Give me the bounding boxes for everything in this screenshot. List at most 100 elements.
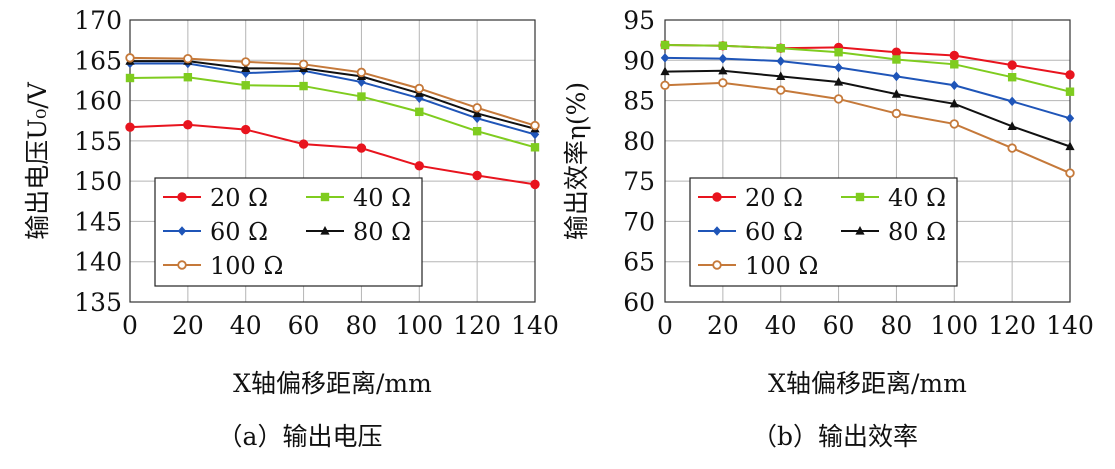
legend-marker	[320, 192, 330, 202]
data-point	[183, 53, 193, 64]
x-axis-title: X轴偏移距离/mm	[768, 369, 967, 398]
data-point	[718, 65, 728, 75]
data-point	[241, 57, 251, 67]
data-point	[950, 80, 959, 91]
data-point	[298, 139, 309, 149]
x-tick-label: 40	[230, 311, 262, 340]
legend-marker	[177, 226, 187, 236]
y-axis-title: 输出电压U₀/V	[23, 81, 52, 240]
data-point	[415, 107, 424, 117]
data-point	[1007, 96, 1017, 107]
series-100ohm	[660, 78, 1075, 178]
data-point	[472, 108, 482, 118]
legend-label: 60 Ω	[745, 218, 803, 246]
y-tick-label: 65	[623, 248, 655, 277]
data-point	[660, 80, 670, 90]
legend-marker	[712, 192, 722, 202]
legend-marker	[712, 260, 722, 270]
panel-caption: （a）输出电压	[218, 422, 383, 451]
x-tick-label: 60	[823, 311, 855, 340]
data-point	[949, 98, 959, 108]
data-point	[776, 56, 785, 66]
data-point	[1065, 87, 1075, 96]
data-point	[530, 143, 540, 152]
y-tick-label: 75	[623, 167, 655, 196]
x-tick-label: 0	[122, 311, 138, 340]
data-point	[414, 161, 424, 171]
x-tick-label: 20	[172, 311, 204, 340]
legend-label: 80 Ω	[888, 218, 946, 246]
plot-frame	[664, 19, 1071, 303]
series-40ohm	[125, 73, 540, 152]
data-point	[892, 55, 901, 64]
legend-label: 20 Ω	[745, 184, 803, 212]
legend-label: 100 Ω	[745, 252, 818, 280]
data-point	[241, 124, 251, 135]
y-tick-label: 95	[623, 6, 655, 35]
x-tick-label: 120	[453, 311, 501, 340]
series-line	[130, 60, 536, 130]
series-line	[130, 62, 536, 136]
x-tick-label: 120	[988, 311, 1036, 340]
data-point	[1007, 73, 1017, 82]
x-tick-label: 80	[881, 311, 913, 340]
data-point	[718, 41, 728, 50]
data-point	[1007, 60, 1017, 70]
legend-marker	[177, 260, 187, 270]
data-point	[298, 59, 309, 70]
data-point	[949, 50, 959, 61]
series-line	[129, 56, 536, 127]
data-point	[530, 120, 540, 131]
series-20ohm	[125, 120, 540, 190]
legend: 20 Ω 40 Ω 60 Ω 80 Ω 100 Ω	[154, 177, 423, 287]
x-tick-label: 60	[288, 311, 320, 340]
series-line	[129, 76, 536, 149]
y-tick-label: 80	[623, 127, 655, 156]
data-point	[833, 77, 844, 86]
y-tick-label: 90	[623, 46, 655, 75]
data-point	[660, 40, 670, 50]
data-point	[414, 83, 424, 94]
y-tick-label: 150	[74, 167, 122, 196]
data-point	[125, 73, 135, 83]
series-line	[664, 69, 1071, 148]
data-point	[530, 179, 540, 190]
x-tick-label: 80	[346, 311, 378, 340]
legend-label: 100 Ω	[210, 252, 283, 280]
data-point	[891, 108, 902, 119]
y-tick-label: 170	[74, 6, 122, 35]
data-point	[472, 170, 482, 181]
series-line	[664, 43, 1071, 93]
y-tick-label: 85	[623, 87, 655, 116]
data-point	[1065, 70, 1075, 80]
x-axis-title: X轴偏移距离/mm	[233, 369, 432, 398]
series-line	[664, 81, 1071, 175]
legend-marker	[855, 226, 865, 235]
data-point	[1007, 143, 1017, 153]
y-tick-label: 70	[623, 207, 655, 236]
data-point	[833, 94, 844, 104]
legend: 20 Ω 40 Ω 60 Ω 80 Ω 100 Ω	[689, 177, 958, 287]
data-point	[472, 103, 482, 113]
series-100ohm	[125, 53, 540, 131]
data-point	[241, 63, 251, 72]
legend-marker	[712, 226, 722, 236]
data-point	[356, 143, 367, 153]
series-line	[129, 123, 536, 186]
data-point	[183, 73, 193, 82]
data-point	[776, 71, 786, 80]
x-tick-label: 100	[395, 311, 443, 340]
y-tick-label: 165	[74, 46, 122, 75]
legend-label: 80 Ω	[353, 218, 411, 246]
legend-marker	[855, 192, 865, 202]
x-tick-label: 140	[1046, 311, 1094, 340]
data-point	[356, 67, 367, 78]
legend-label: 20 Ω	[210, 184, 268, 212]
data-point	[357, 92, 366, 101]
y-tick-label: 145	[74, 207, 122, 236]
series-80ohm	[660, 65, 1075, 151]
y-tick-label: 140	[74, 248, 122, 277]
chart-panel-b: 60 65 70 75 80 85 90 95 0 20 40 60 80 100 120 140 20 Ω 40…	[562, 6, 1094, 451]
data-point	[299, 81, 308, 91]
series-line	[664, 56, 1071, 120]
